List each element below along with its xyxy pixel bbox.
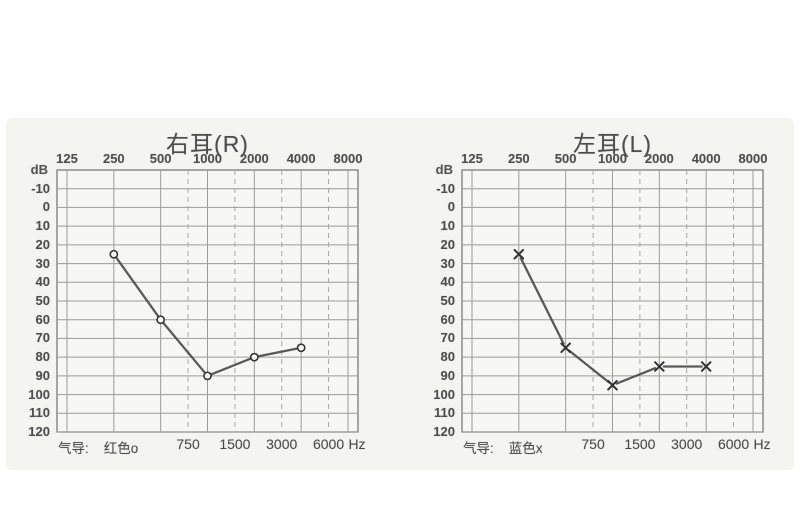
freq-tick-label-4000: 4000 bbox=[286, 151, 316, 166]
db-tick-label-80: 80 bbox=[440, 349, 455, 365]
freq-tick-label-1000: 1000 bbox=[193, 151, 222, 166]
air-conduction-legend: 气导: 蓝色x bbox=[463, 437, 543, 457]
db-tick-label-90: 90 bbox=[35, 367, 50, 383]
legend-label: 气导: bbox=[463, 441, 494, 456]
db-tick-label-30: 30 bbox=[440, 255, 455, 271]
freq-tick-label-2000: 2000 bbox=[239, 151, 269, 166]
db-tick-label-40: 40 bbox=[35, 274, 50, 290]
marker-4000hz bbox=[296, 343, 306, 353]
db-tick-label-50: 50 bbox=[35, 293, 50, 308]
marker-250hz bbox=[513, 248, 525, 260]
freq-tick-label-500: 500 bbox=[149, 151, 172, 166]
marker-2000hz bbox=[654, 361, 665, 372]
db-tick-label-30: 30 bbox=[35, 255, 50, 271]
bottom-freq-label-6000: 6000 bbox=[312, 436, 345, 452]
db-tick-label-0: 0 bbox=[447, 199, 455, 215]
db-tick-label-120: 120 bbox=[28, 424, 50, 439]
right-ear-chart-panel: 右耳(R) 气导: 红色o dB 125 250 500 1000 2000 4000 800… bbox=[28, 131, 366, 457]
db-tick-label-110: 110 bbox=[29, 405, 50, 421]
db-axis-label: dB bbox=[435, 162, 453, 177]
db-tick-label--10: -10 bbox=[436, 180, 455, 196]
freq-tick-label-4000: 4000 bbox=[691, 151, 721, 166]
left-ear-chart-panel: 左耳(L) 气导: 蓝色x dB 125 250 500 1000 2000 4000 800… bbox=[405, 0, 800, 523]
db-tick-label-100: 100 bbox=[433, 386, 455, 402]
db-tick-label-70: 70 bbox=[440, 330, 455, 346]
bottom-freq-label-1500: 1500 bbox=[219, 436, 251, 452]
grid-dashed-lines bbox=[592, 170, 735, 432]
grid-dashed-lines bbox=[187, 170, 330, 432]
bottom-freq-label-6000: 6000 bbox=[717, 436, 750, 452]
series-line bbox=[519, 257, 703, 385]
grid-vertical-lines bbox=[66, 170, 349, 432]
series-line bbox=[114, 255, 300, 377]
freq-tick-label-8000: 8000 bbox=[333, 151, 363, 166]
freq-tick-label-8000: 8000 bbox=[738, 151, 768, 166]
db-tick-label-20: 20 bbox=[35, 236, 50, 252]
freq-tick-label-250: 250 bbox=[507, 151, 530, 166]
db-tick-label-0: 0 bbox=[42, 199, 50, 215]
db-tick-label-10: 10 bbox=[35, 218, 50, 234]
marker-1000hz bbox=[607, 379, 618, 391]
bottom-freq-label-750: 750 bbox=[176, 436, 200, 452]
marker-2000hz bbox=[249, 352, 259, 362]
db-tick-label-50: 50 bbox=[440, 293, 455, 308]
grid-vertical-lines bbox=[471, 170, 754, 432]
legend-value: 红色o bbox=[103, 441, 139, 456]
chart-title-left-ear: 左耳(L) bbox=[572, 131, 653, 157]
db-tick-label-40: 40 bbox=[440, 274, 455, 290]
bottom-freq-label-3000: 3000 bbox=[671, 436, 703, 452]
bottom-freq-label-1500: 1500 bbox=[624, 436, 656, 452]
db-tick-label--10: -10 bbox=[31, 180, 50, 196]
legend-value: 蓝色x bbox=[508, 441, 543, 456]
db-tick-label-60: 60 bbox=[35, 311, 50, 327]
bottom-freq-label-750: 750 bbox=[581, 436, 605, 452]
db-tick-label-110: 110 bbox=[434, 405, 455, 421]
freq-tick-label-1000: 1000 bbox=[598, 151, 627, 166]
left-ear-audiogram-plot bbox=[461, 169, 764, 433]
right-ear-audiogram-plot bbox=[56, 169, 359, 433]
chart-title-right-ear: 右耳(R) bbox=[166, 131, 249, 157]
db-tick-label-10: 10 bbox=[440, 218, 455, 234]
hz-unit-label: Hz bbox=[348, 436, 366, 452]
freq-tick-label-125: 125 bbox=[461, 151, 483, 166]
air-conduction-legend: 气导: 红色o bbox=[58, 437, 138, 457]
marker-500hz bbox=[156, 315, 166, 325]
bottom-freq-label-3000: 3000 bbox=[266, 436, 298, 452]
db-axis-label: dB bbox=[30, 162, 48, 177]
freq-tick-label-125: 125 bbox=[56, 151, 78, 166]
hz-unit-label: Hz bbox=[753, 436, 771, 452]
freq-tick-label-500: 500 bbox=[554, 151, 577, 166]
marker-1000hz bbox=[203, 371, 212, 381]
marker-250hz bbox=[109, 249, 119, 259]
freq-tick-label-2000: 2000 bbox=[644, 151, 674, 166]
marker-4000hz bbox=[700, 361, 712, 372]
db-tick-label-100: 100 bbox=[28, 386, 50, 402]
db-tick-label-60: 60 bbox=[440, 311, 455, 327]
db-tick-label-20: 20 bbox=[440, 236, 455, 252]
db-tick-label-90: 90 bbox=[440, 367, 455, 383]
db-tick-label-80: 80 bbox=[35, 349, 50, 365]
legend-label: 气导: bbox=[58, 441, 89, 456]
db-tick-label-70: 70 bbox=[35, 330, 50, 346]
db-tick-label-120: 120 bbox=[433, 424, 455, 439]
freq-tick-label-250: 250 bbox=[102, 151, 125, 166]
marker-500hz bbox=[560, 342, 571, 354]
